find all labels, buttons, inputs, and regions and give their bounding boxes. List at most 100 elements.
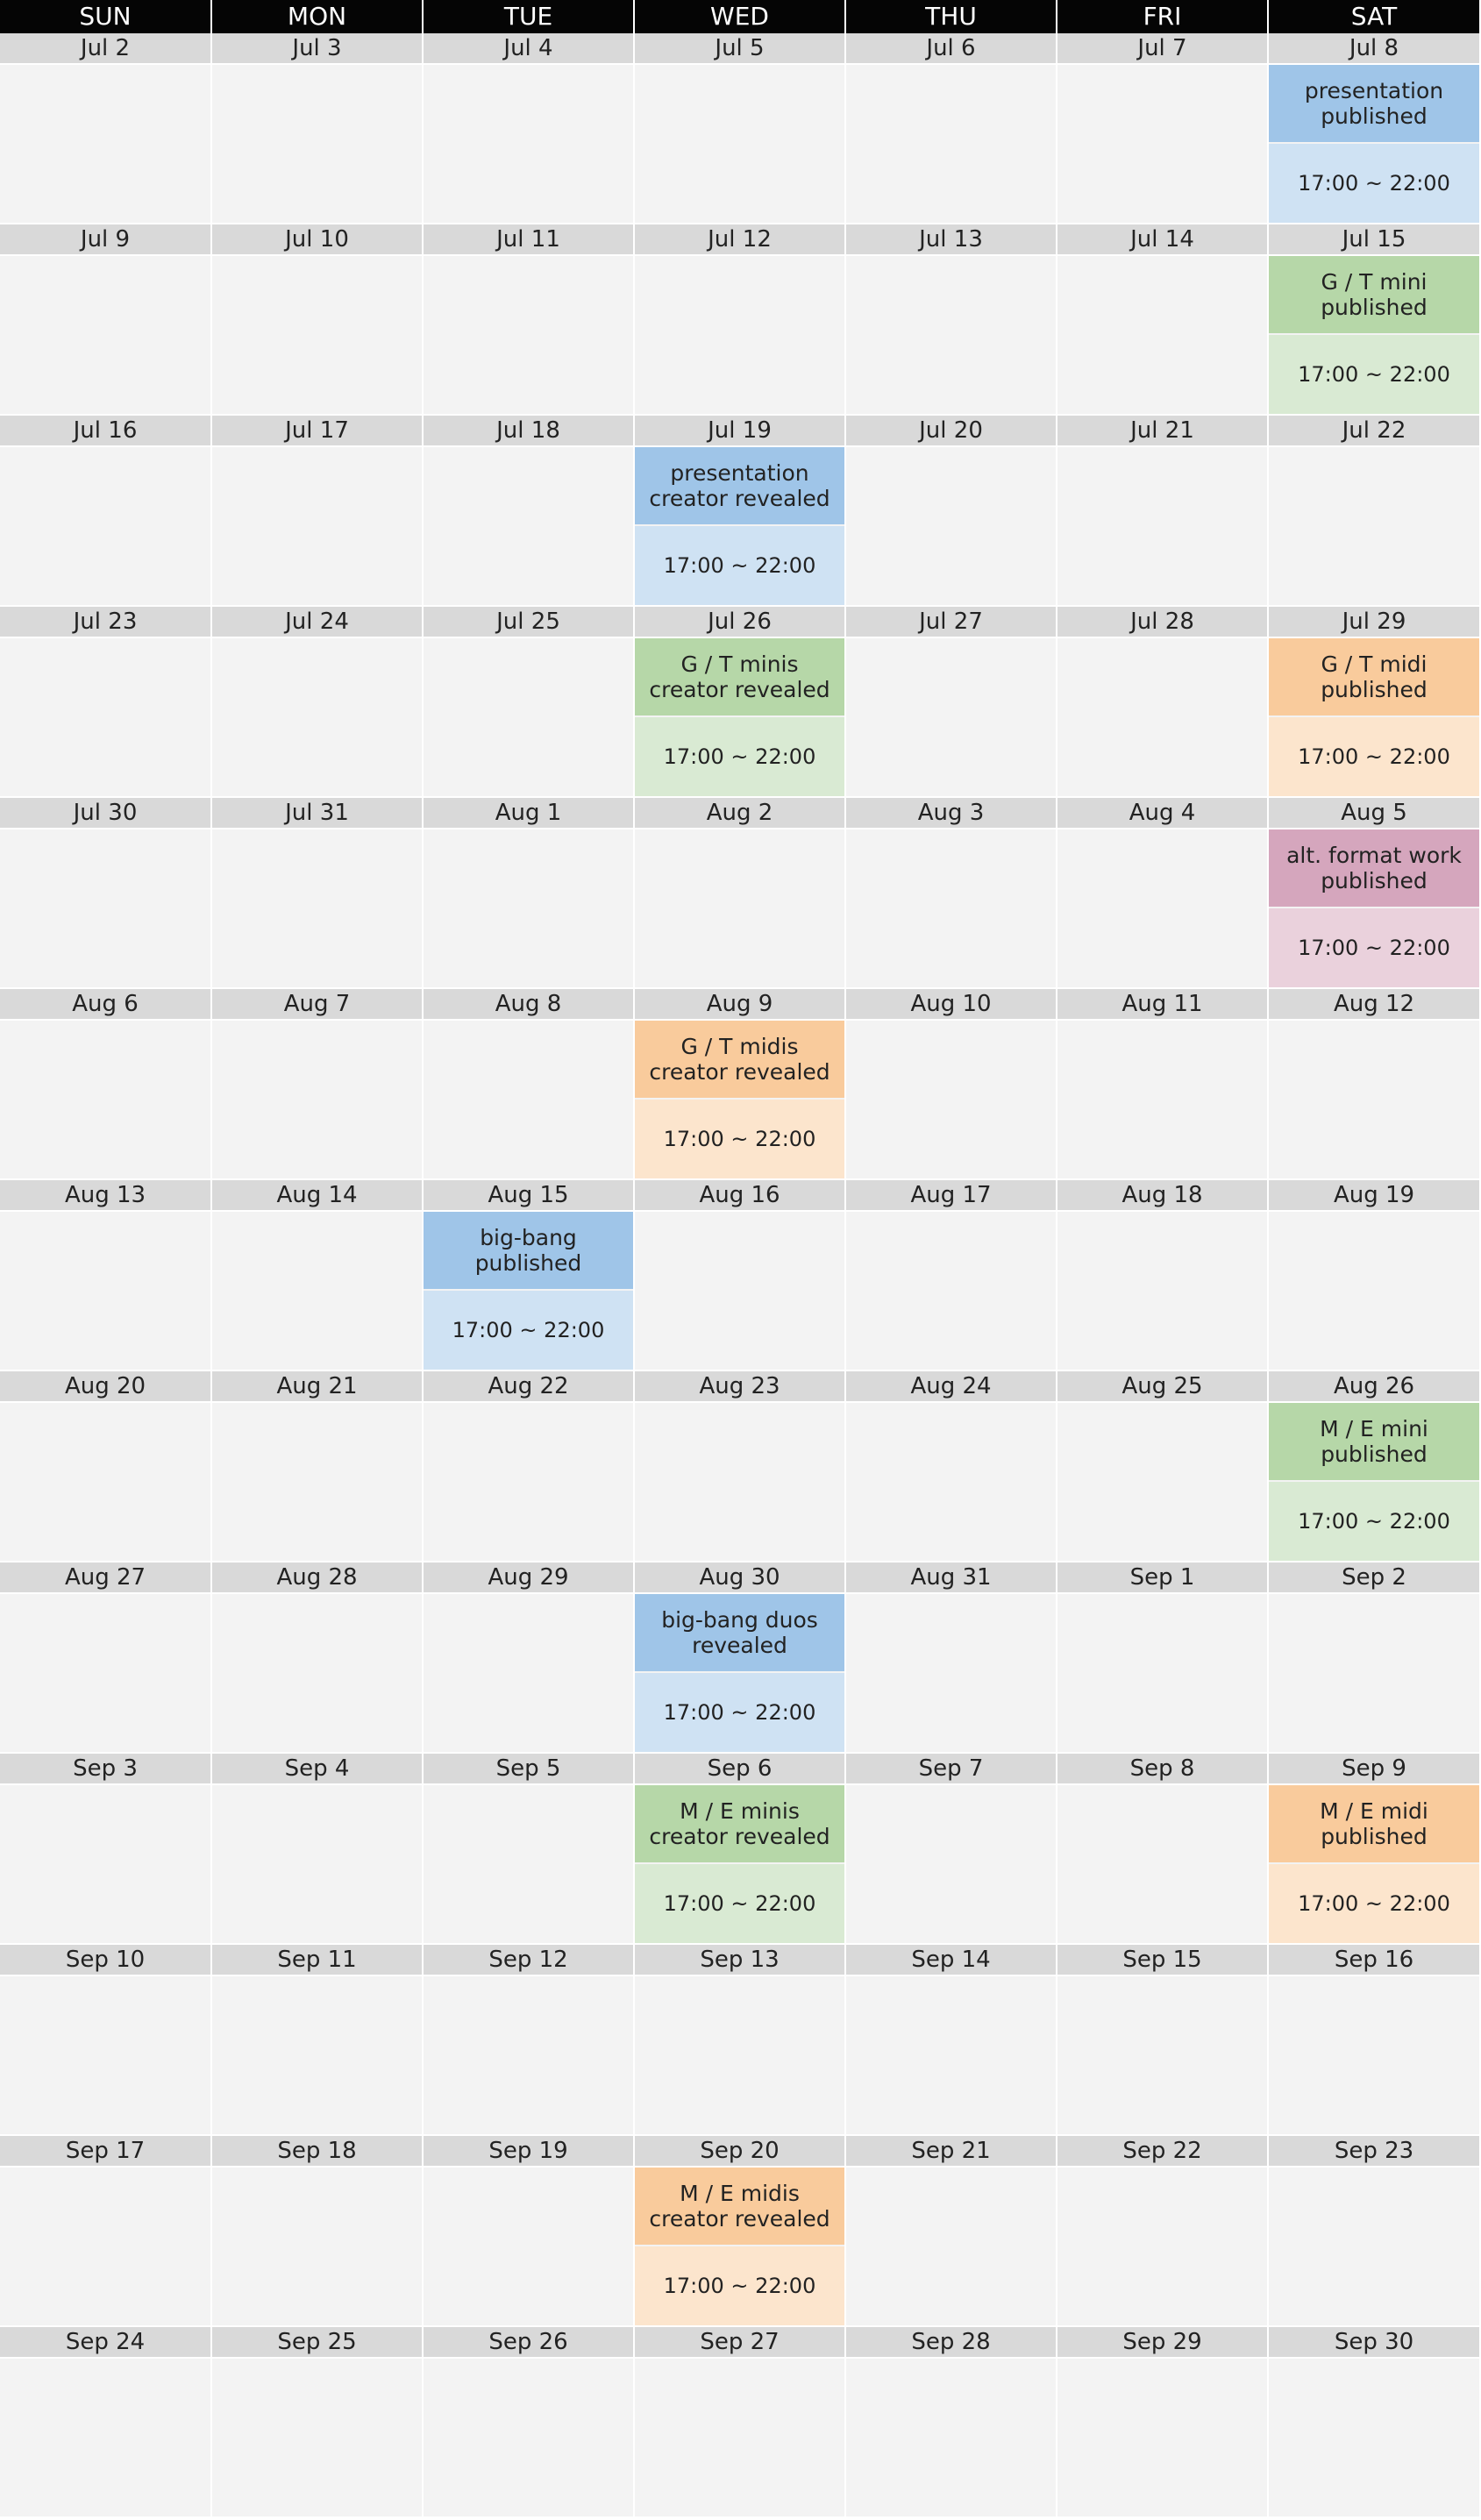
day-cell[interactable] (212, 1403, 422, 1561)
day-cell[interactable] (1269, 2359, 1479, 2516)
day-cell[interactable] (212, 65, 422, 223)
day-cell[interactable] (846, 1021, 1056, 1178)
day-cell[interactable]: G / T minis creator revealed 17:00 ~ 22:0… (635, 638, 844, 796)
day-cell[interactable] (424, 829, 633, 987)
day-cell[interactable] (424, 1785, 633, 1943)
calendar-event[interactable]: M / E midi published 17:00 ~ 22:00 (1269, 1785, 1479, 1943)
day-cell[interactable] (1269, 1021, 1479, 1178)
day-cell[interactable] (635, 1976, 844, 2134)
day-cell[interactable]: M / E mini published 17:00 ~ 22:00 (1269, 1403, 1479, 1561)
day-cell[interactable] (635, 829, 844, 987)
day-cell[interactable] (212, 1212, 422, 1370)
day-cell[interactable] (1057, 1785, 1267, 1943)
day-cell[interactable] (1057, 1021, 1267, 1178)
day-cell[interactable] (635, 256, 844, 414)
calendar-event[interactable]: presentation published 17:00 ~ 22:00 (1269, 65, 1479, 223)
day-cell[interactable] (424, 1403, 633, 1561)
calendar-event[interactable]: M / E minis creator revealed 17:00 ~ 22:0… (635, 1785, 844, 1943)
day-cell[interactable]: presentation creator revealed 17:00 ~ 22:… (635, 447, 844, 605)
day-cell[interactable] (1057, 2168, 1267, 2325)
day-cell[interactable] (1057, 1212, 1267, 1370)
day-cell[interactable] (846, 829, 1056, 987)
day-cell[interactable] (1057, 829, 1267, 987)
day-cell[interactable] (212, 1594, 422, 1752)
day-cell[interactable] (212, 1976, 422, 2134)
day-cell[interactable] (635, 1403, 844, 1561)
day-cell[interactable] (1057, 447, 1267, 605)
day-cell[interactable] (424, 2359, 633, 2516)
day-cell[interactable] (212, 2168, 422, 2325)
day-cell[interactable] (212, 1021, 422, 1178)
day-cell[interactable] (1269, 1976, 1479, 2134)
day-cell[interactable] (0, 447, 210, 605)
day-cell[interactable] (424, 2168, 633, 2325)
day-cell[interactable] (846, 447, 1056, 605)
day-cell[interactable] (846, 1594, 1056, 1752)
day-cell[interactable] (0, 1021, 210, 1178)
day-cell[interactable] (1269, 1212, 1479, 1370)
day-cell[interactable] (635, 65, 844, 223)
day-cell[interactable]: M / E minis creator revealed 17:00 ~ 22:0… (635, 1785, 844, 1943)
calendar-event[interactable]: presentation creator revealed 17:00 ~ 22:… (635, 447, 844, 605)
day-cell[interactable]: G / T mini published 17:00 ~ 22:00 (1269, 256, 1479, 414)
day-cell[interactable]: G / T midi published 17:00 ~ 22:00 (1269, 638, 1479, 796)
calendar-event[interactable]: big-bang published 17:00 ~ 22:00 (424, 1212, 633, 1370)
day-cell[interactable] (635, 1212, 844, 1370)
day-cell[interactable] (846, 1976, 1056, 2134)
day-cell[interactable] (0, 1785, 210, 1943)
calendar-event[interactable]: G / T minis creator revealed 17:00 ~ 22:0… (635, 638, 844, 796)
day-cell[interactable] (1057, 638, 1267, 796)
day-cell[interactable] (212, 1785, 422, 1943)
day-cell[interactable] (846, 1212, 1056, 1370)
day-cell[interactable]: presentation published 17:00 ~ 22:00 (1269, 65, 1479, 223)
day-cell[interactable] (0, 1212, 210, 1370)
day-cell[interactable] (424, 447, 633, 605)
day-cell[interactable] (424, 256, 633, 414)
calendar-event[interactable]: M / E mini published 17:00 ~ 22:00 (1269, 1403, 1479, 1561)
day-cell[interactable] (212, 256, 422, 414)
day-cell[interactable] (0, 256, 210, 414)
day-cell[interactable] (424, 1976, 633, 2134)
day-cell[interactable] (846, 2168, 1056, 2325)
calendar-event[interactable]: big-bang duos revealed 17:00 ~ 22:00 (635, 1594, 844, 1752)
calendar-event[interactable]: G / T mini published 17:00 ~ 22:00 (1269, 256, 1479, 414)
day-cell[interactable]: G / T midis creator revealed 17:00 ~ 22:0… (635, 1021, 844, 1178)
day-cell[interactable] (1057, 1403, 1267, 1561)
day-cell[interactable] (424, 65, 633, 223)
calendar-event[interactable]: alt. format work published 17:00 ~ 22:00 (1269, 829, 1479, 987)
day-cell[interactable]: big-bang duos revealed 17:00 ~ 22:00 (635, 1594, 844, 1752)
day-cell[interactable] (846, 1403, 1056, 1561)
day-cell[interactable] (846, 1785, 1056, 1943)
day-cell[interactable] (1269, 1594, 1479, 1752)
day-cell[interactable] (212, 829, 422, 987)
day-cell[interactable] (424, 638, 633, 796)
day-cell[interactable] (212, 2359, 422, 2516)
day-cell[interactable] (0, 1976, 210, 2134)
day-cell[interactable] (846, 256, 1056, 414)
day-cell[interactable] (846, 638, 1056, 796)
day-cell[interactable] (0, 638, 210, 796)
calendar-event[interactable]: G / T midi published 17:00 ~ 22:00 (1269, 638, 1479, 796)
day-cell[interactable] (846, 65, 1056, 223)
day-cell[interactable] (0, 829, 210, 987)
day-cell[interactable] (1057, 2359, 1267, 2516)
day-cell[interactable] (1057, 65, 1267, 223)
day-cell[interactable]: M / E midi published 17:00 ~ 22:00 (1269, 1785, 1479, 1943)
day-cell[interactable] (635, 2359, 844, 2516)
day-cell[interactable] (1269, 2168, 1479, 2325)
day-cell[interactable] (424, 1021, 633, 1178)
day-cell[interactable] (1057, 1594, 1267, 1752)
day-cell[interactable] (0, 1594, 210, 1752)
day-cell[interactable] (424, 1594, 633, 1752)
day-cell[interactable]: big-bang published 17:00 ~ 22:00 (424, 1212, 633, 1370)
day-cell[interactable] (0, 65, 210, 223)
calendar-event[interactable]: M / E midis creator revealed 17:00 ~ 22:0… (635, 2168, 844, 2325)
day-cell[interactable] (0, 2168, 210, 2325)
day-cell[interactable] (212, 447, 422, 605)
day-cell[interactable] (1057, 1976, 1267, 2134)
day-cell[interactable] (212, 638, 422, 796)
calendar-event[interactable]: G / T midis creator revealed 17:00 ~ 22:0… (635, 1021, 844, 1178)
day-cell[interactable] (1269, 447, 1479, 605)
day-cell[interactable] (0, 2359, 210, 2516)
day-cell[interactable] (1057, 256, 1267, 414)
